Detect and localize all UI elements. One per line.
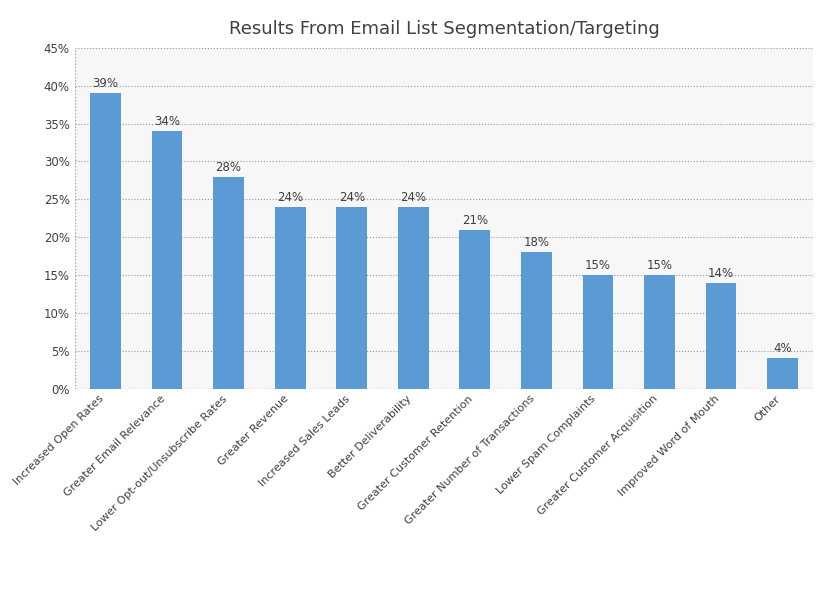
Text: 4%: 4% (774, 343, 792, 355)
Bar (767, 358, 798, 389)
Bar (275, 207, 305, 389)
Text: 28%: 28% (216, 161, 242, 173)
Text: 21%: 21% (461, 213, 488, 227)
Text: 15%: 15% (585, 259, 611, 272)
Bar (336, 207, 367, 389)
Bar (521, 252, 552, 389)
Text: 24%: 24% (400, 191, 427, 204)
Text: 15%: 15% (647, 259, 672, 272)
Title: Results From Email List Segmentation/Targeting: Results From Email List Segmentation/Tar… (229, 20, 659, 38)
Text: 34%: 34% (154, 115, 180, 128)
Bar (460, 230, 491, 389)
Bar (644, 275, 675, 389)
Text: 24%: 24% (277, 191, 303, 204)
Bar (90, 93, 121, 389)
Text: 14%: 14% (708, 267, 734, 280)
Bar (583, 275, 613, 389)
Text: 24%: 24% (339, 191, 364, 204)
Bar (213, 176, 244, 389)
Bar (706, 283, 736, 389)
Text: 39%: 39% (92, 77, 119, 90)
Bar (152, 131, 183, 389)
Bar (398, 207, 428, 389)
Text: 18%: 18% (524, 236, 549, 249)
